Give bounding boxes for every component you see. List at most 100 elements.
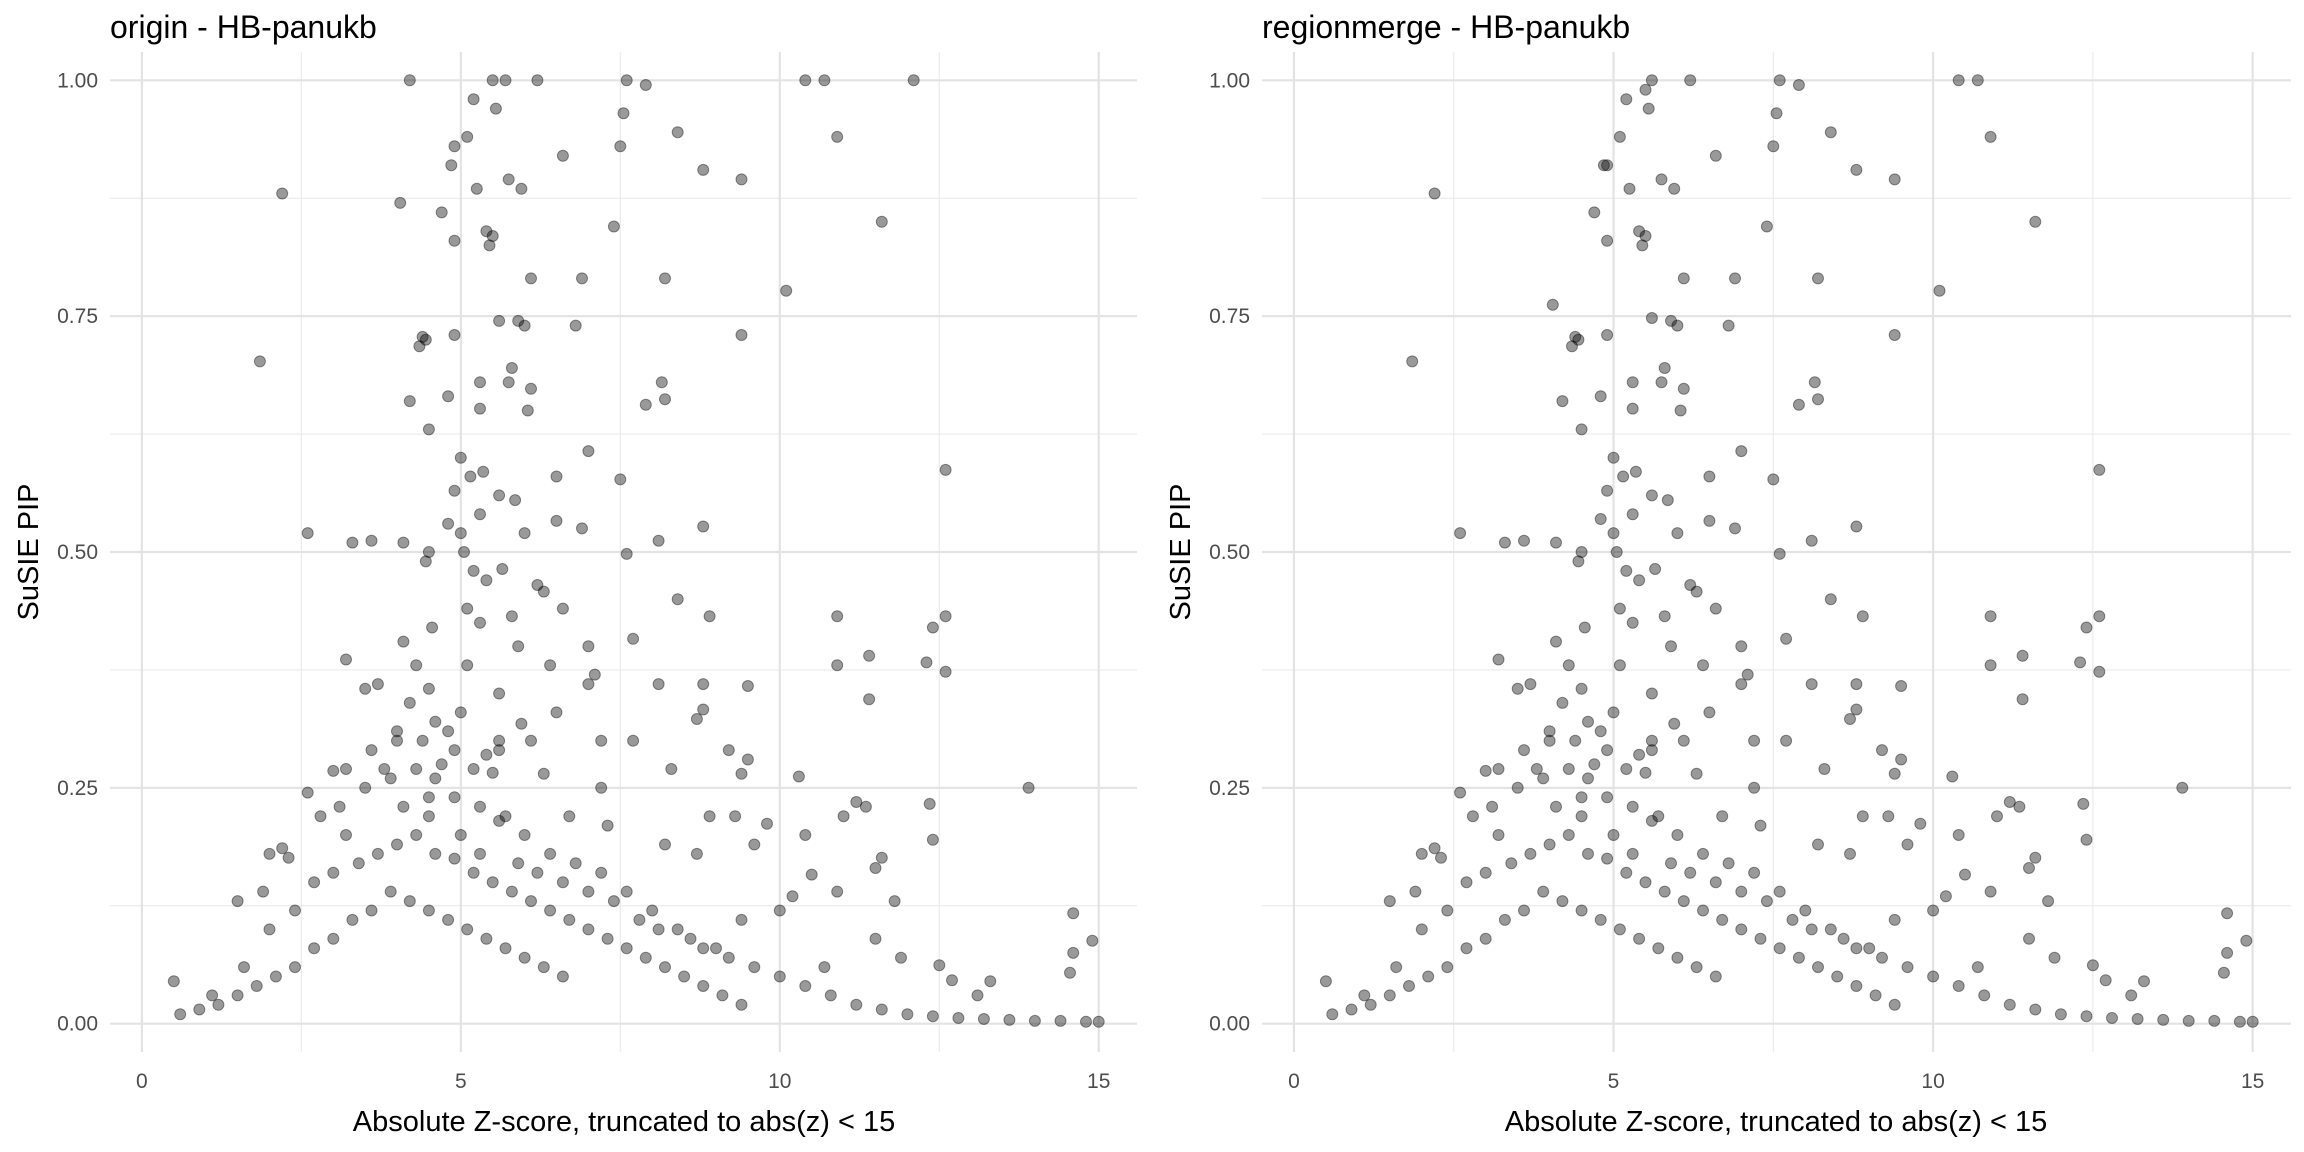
data-point: [253, 355, 266, 368]
data-point: [289, 961, 301, 974]
data-point: [1639, 83, 1652, 96]
data-point: [665, 763, 678, 775]
data-point: [1403, 980, 1415, 992]
data-point: [429, 847, 442, 860]
data-point: [2042, 895, 2055, 908]
data-point: [1597, 159, 1610, 172]
data-point: [1716, 913, 1729, 926]
data-point: [1575, 546, 1588, 558]
data-point: [875, 215, 888, 228]
data-point: [467, 564, 480, 577]
data-point: [1601, 791, 1614, 804]
data-point: [493, 314, 506, 327]
data-point: [1454, 786, 1467, 799]
data-point: [340, 829, 352, 841]
data-point: [1735, 445, 1748, 458]
data-point: [193, 1003, 206, 1016]
data-point: [2099, 974, 2112, 987]
data-point: [458, 546, 470, 558]
data-point: [1933, 284, 1946, 297]
data-point: [1326, 1008, 1339, 1021]
data-point: [1735, 678, 1748, 691]
data-point: [483, 239, 496, 252]
data-point: [403, 696, 416, 709]
data-point: [512, 314, 525, 327]
data-point: [1620, 866, 1633, 879]
data-point: [397, 635, 410, 648]
data-point: [576, 522, 588, 535]
data-point: [474, 376, 486, 389]
panel-2: 0 5 10 15 0.00 0.25 0.50 0.75 1.00 regionmerge - …: [1165, 9, 2291, 1138]
data-point: [1901, 961, 1914, 974]
data-point: [2182, 1014, 2195, 1027]
data-point: [1390, 961, 1403, 974]
data-point: [1319, 975, 1332, 988]
data-point: [454, 527, 467, 540]
grid: [110, 52, 1137, 1052]
data-point: [1492, 653, 1505, 666]
panel-title: regionmerge - HB-panukb: [1262, 9, 1630, 45]
data-point: [1677, 272, 1690, 285]
data-point: [1786, 913, 1799, 926]
data-point: [394, 196, 407, 209]
data-point: [614, 473, 627, 486]
data-point: [703, 610, 716, 623]
data-point: [1498, 536, 1511, 549]
data-point: [1655, 376, 1668, 389]
data-point: [544, 847, 557, 860]
data-point: [818, 74, 831, 87]
data-point: [1991, 810, 2003, 823]
data-point: [1645, 74, 1658, 87]
data-point: [1550, 635, 1562, 648]
data-point: [1792, 951, 1805, 964]
data-point: [1901, 838, 1914, 851]
data-point: [1613, 659, 1626, 672]
data-point: [722, 951, 735, 964]
data-point: [1655, 173, 1668, 186]
data-point: [505, 610, 518, 623]
data-point: [741, 680, 754, 692]
data-point: [1808, 376, 1821, 389]
data-point: [946, 974, 958, 987]
data-point: [875, 851, 888, 864]
data-point: [1383, 989, 1396, 1002]
data-point: [1383, 895, 1396, 908]
data-point: [1792, 398, 1805, 411]
data-point: [1441, 904, 1454, 917]
data-point: [531, 579, 544, 591]
data-point: [620, 942, 633, 955]
data-point: [448, 744, 461, 757]
data-point: [684, 932, 697, 945]
y-axis-title: SuSIE PIP: [13, 483, 45, 620]
data-point: [550, 706, 563, 719]
data-point: [1479, 866, 1492, 879]
data-point: [467, 866, 480, 879]
x-tick-label: 5: [1608, 1070, 1620, 1093]
data-point: [690, 847, 703, 860]
data-point: [502, 376, 515, 389]
data-point: [2138, 975, 2150, 988]
data-point: [799, 829, 812, 841]
data-point: [1466, 810, 1479, 823]
data-point: [1850, 703, 1863, 716]
data-point: [2016, 693, 2029, 706]
grid: [1262, 52, 2291, 1052]
data-point: [2003, 796, 2016, 808]
data-point: [773, 970, 786, 983]
data-point: [474, 800, 486, 813]
data-point: [461, 602, 474, 615]
data-point: [1601, 234, 1614, 247]
data-point: [365, 534, 378, 547]
data-point: [1927, 970, 1940, 983]
data-point: [448, 791, 461, 804]
data-point: [2106, 1012, 2118, 1024]
data-point: [1959, 868, 1971, 881]
data-point: [1895, 680, 1908, 692]
data-point: [1486, 800, 1499, 813]
data-point: [1729, 522, 1741, 535]
data-point: [710, 942, 722, 955]
data-point: [1754, 932, 1767, 945]
data-point: [1748, 781, 1761, 794]
data-point: [525, 734, 537, 747]
data-point: [1952, 980, 1965, 992]
